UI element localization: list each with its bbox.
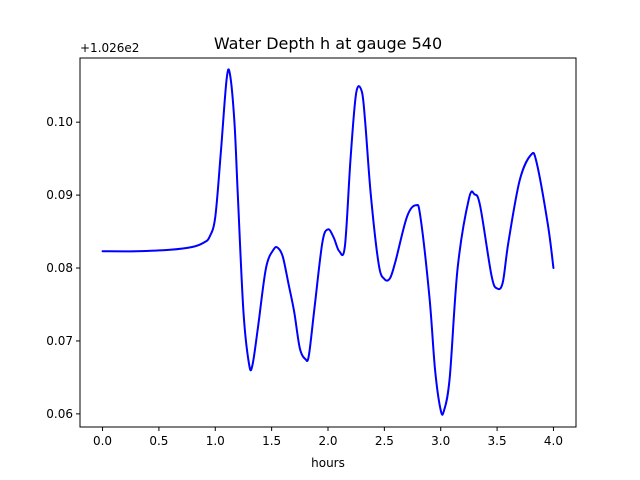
series-line xyxy=(101,68,555,416)
x-tick-label: 4.0 xyxy=(544,434,563,448)
axes-frame xyxy=(79,57,577,428)
plot-area xyxy=(80,58,576,427)
plot-layer xyxy=(101,68,555,416)
x-tick-label: 1.0 xyxy=(206,434,225,448)
x-tick-label: 1.5 xyxy=(262,434,281,448)
y-tick-label: 0.07 xyxy=(46,334,73,348)
x-axis-label: hours xyxy=(311,456,345,470)
y-tick-label: 0.10 xyxy=(46,115,73,129)
y-tick-label: 0.08 xyxy=(46,261,73,275)
ticks-layer: 0.0 0.5 1.0 1.5 2.0 2.5 3.0 3.5 4.0 0.06 0.07 0.08 0… xyxy=(46,115,563,448)
y-tick-label: 0.09 xyxy=(46,188,73,202)
x-tick-label: 3.0 xyxy=(431,434,450,448)
x-tick-label: 3.5 xyxy=(488,434,507,448)
x-tick-label: 2.5 xyxy=(375,434,394,448)
x-tick-label: 0.0 xyxy=(93,434,112,448)
chart-title: Water Depth h at gauge 540 xyxy=(214,34,442,53)
x-tick-label: 0.5 xyxy=(149,434,168,448)
y-offset-label: +1.026e2 xyxy=(80,41,139,55)
x-tick-label: 2.0 xyxy=(318,434,337,448)
y-tick-label: 0.06 xyxy=(46,407,73,421)
